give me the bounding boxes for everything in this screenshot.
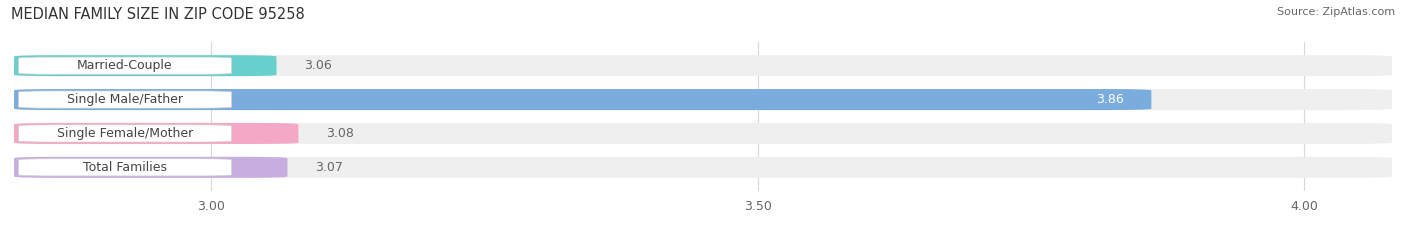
Text: 3.07: 3.07 bbox=[315, 161, 343, 174]
Text: Married-Couple: Married-Couple bbox=[77, 59, 173, 72]
FancyBboxPatch shape bbox=[18, 57, 232, 74]
FancyBboxPatch shape bbox=[18, 125, 232, 142]
Text: MEDIAN FAMILY SIZE IN ZIP CODE 95258: MEDIAN FAMILY SIZE IN ZIP CODE 95258 bbox=[11, 7, 305, 22]
Text: 3.06: 3.06 bbox=[304, 59, 332, 72]
FancyBboxPatch shape bbox=[14, 123, 298, 144]
Text: 3.86: 3.86 bbox=[1097, 93, 1123, 106]
FancyBboxPatch shape bbox=[14, 157, 1392, 178]
FancyBboxPatch shape bbox=[14, 157, 287, 178]
FancyBboxPatch shape bbox=[14, 55, 1392, 76]
Text: 3.08: 3.08 bbox=[326, 127, 353, 140]
Text: Source: ZipAtlas.com: Source: ZipAtlas.com bbox=[1277, 7, 1395, 17]
FancyBboxPatch shape bbox=[18, 91, 232, 108]
FancyBboxPatch shape bbox=[14, 123, 1392, 144]
FancyBboxPatch shape bbox=[14, 55, 277, 76]
Text: Total Families: Total Families bbox=[83, 161, 167, 174]
FancyBboxPatch shape bbox=[14, 89, 1392, 110]
FancyBboxPatch shape bbox=[18, 159, 232, 176]
FancyBboxPatch shape bbox=[14, 89, 1152, 110]
Text: Single Male/Father: Single Male/Father bbox=[67, 93, 183, 106]
Text: Single Female/Mother: Single Female/Mother bbox=[56, 127, 193, 140]
